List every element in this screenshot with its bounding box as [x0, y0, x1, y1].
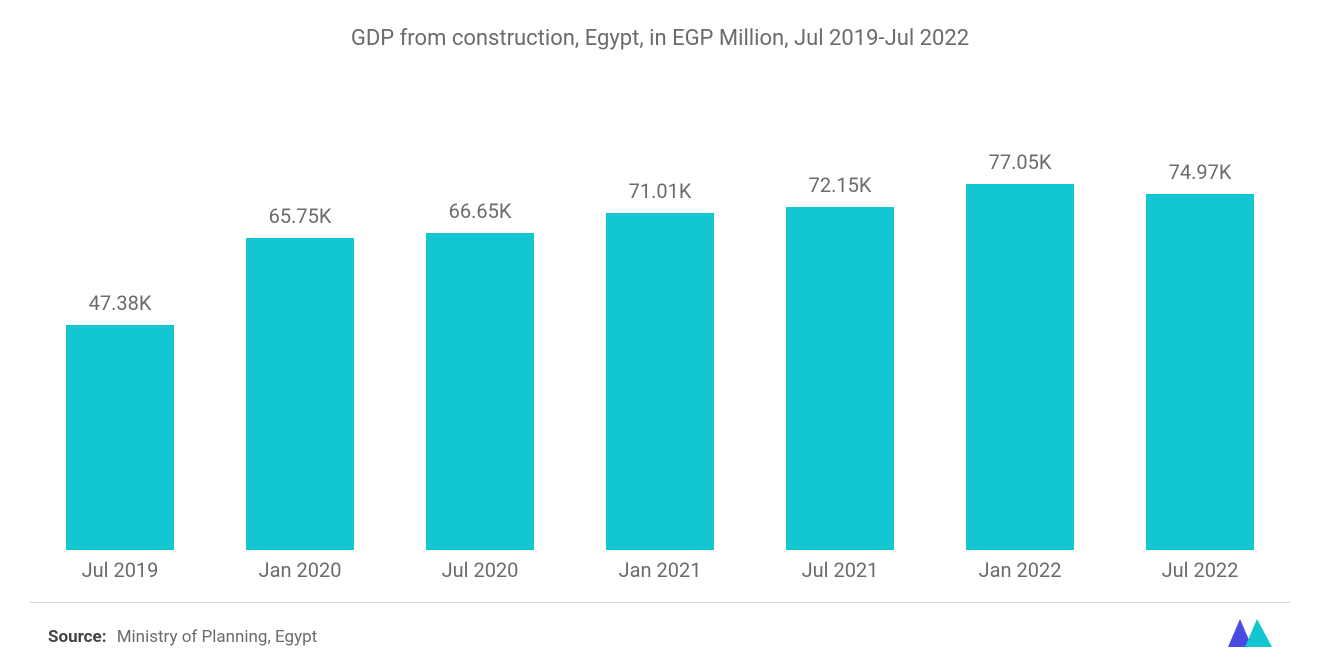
bar-slot: 77.05K — [930, 130, 1110, 550]
bar-value-label: 74.97K — [1169, 160, 1232, 184]
footer-divider — [30, 602, 1290, 603]
bar-slot: 71.01K — [570, 130, 750, 550]
brand-logo — [1228, 617, 1272, 647]
x-axis-label: Jan 2022 — [930, 558, 1110, 582]
chart-plot-area: 47.38K 65.75K 66.65K 71.01K 72.15K 77.05K 74.9… — [30, 130, 1290, 550]
bar-rect — [426, 233, 534, 550]
x-axis-label: Jul 2019 — [30, 558, 210, 582]
chart-title: GDP from construction, Egypt, in EGP Mil… — [0, 0, 1320, 51]
bar-value-label: 66.65K — [449, 199, 512, 223]
x-axis-label: Jul 2020 — [390, 558, 570, 582]
bar-rect — [606, 213, 714, 550]
bar-rect — [786, 207, 894, 550]
bar-slot: 72.15K — [750, 130, 930, 550]
x-axis-labels: Jul 2019Jan 2020Jul 2020Jan 2021Jul 2021… — [30, 558, 1290, 582]
bars-row: 47.38K 65.75K 66.65K 71.01K 72.15K 77.05K 74.9… — [30, 130, 1290, 550]
bar-rect — [966, 184, 1074, 550]
bar-value-label: 47.38K — [89, 291, 152, 315]
bar-value-label: 71.01K — [629, 179, 692, 203]
brand-logo-icon — [1228, 617, 1272, 647]
bar-value-label: 65.75K — [269, 204, 332, 228]
bar-value-label: 72.15K — [809, 173, 872, 197]
x-axis-label: Jul 2022 — [1110, 558, 1290, 582]
bar-slot: 66.65K — [390, 130, 570, 550]
bar-slot: 65.75K — [210, 130, 390, 550]
source-text: Ministry of Planning, Egypt — [117, 627, 318, 647]
bar-slot: 74.97K — [1110, 130, 1290, 550]
bar-value-label: 77.05K — [989, 150, 1052, 174]
source-label: Source: — [48, 627, 106, 647]
x-axis-label: Jul 2021 — [750, 558, 930, 582]
x-axis-label: Jan 2020 — [210, 558, 390, 582]
bar-rect — [66, 325, 174, 550]
footer: Source: Ministry of Planning, Egypt — [48, 617, 1272, 647]
x-axis-label: Jan 2021 — [570, 558, 750, 582]
bar-slot: 47.38K — [30, 130, 210, 550]
source-line: Source: Ministry of Planning, Egypt — [48, 627, 317, 647]
bar-rect — [246, 238, 354, 550]
bar-rect — [1146, 194, 1254, 550]
